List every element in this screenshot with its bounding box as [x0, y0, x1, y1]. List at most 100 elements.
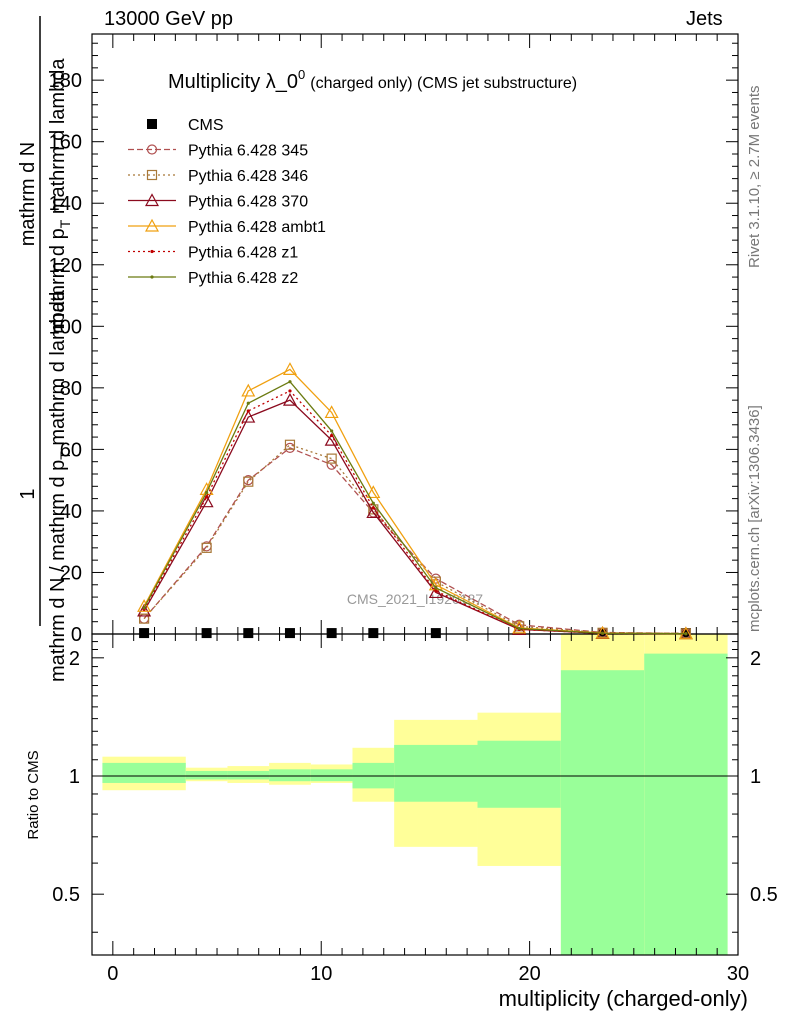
series-6	[142, 380, 688, 636]
data-point	[284, 628, 295, 639]
ratio-y-tick-label: 1	[69, 766, 80, 788]
ratio-y-tick-label: 2	[69, 648, 80, 670]
data-point	[243, 628, 254, 639]
series-line-1	[143, 447, 686, 635]
data-point	[366, 485, 381, 499]
data-point	[326, 459, 337, 470]
y-label-one-part: 1	[17, 488, 39, 499]
legend-label-5: Pythia 6.428 z1	[188, 245, 298, 262]
ratio-y-tick-label-right: 2	[750, 648, 761, 670]
y-label-denominator-part: mathrm d N / mathrm d p	[47, 460, 69, 682]
chart-title: Multiplicity λ_00 (charged only) (CMS jet…	[168, 67, 577, 93]
series-line-5	[143, 390, 686, 635]
ratio-bands	[102, 634, 728, 955]
y-label-inner-numerator-part: N	[17, 142, 39, 156]
y-tick-label: 180	[49, 70, 82, 92]
series-line-6	[143, 380, 686, 635]
chart-title-main: Multiplicity λ_0	[168, 71, 298, 93]
rivet-version-label: Rivet 3.1.10, ≥ 2.7M events	[746, 85, 763, 269]
y-label-inner-denominator-part: mathrm d p	[47, 228, 69, 329]
data-point	[243, 476, 254, 487]
legend-marker-2	[146, 169, 158, 181]
y-tick-label: 120	[49, 255, 82, 277]
y-label-denominator-part: mathrm d lambda	[47, 289, 69, 451]
ratio-y-ticks: 0.5 0.5 1 1 2 2	[52, 641, 778, 933]
mcplots-reference-label: mcplots.cern.ch [arXiv:1306.3436]	[746, 405, 763, 632]
y-tick-label: 20	[60, 562, 82, 584]
data-point	[205, 490, 209, 495]
data-point	[199, 494, 214, 508]
data-point	[428, 585, 443, 599]
data-point	[282, 392, 297, 406]
data-point	[201, 628, 212, 639]
legend-label-1: Pythia 6.428 345	[188, 143, 308, 160]
legend-label-6: Pythia 6.428 z2	[188, 270, 298, 287]
ratio-inner-band-4	[310, 769, 353, 782]
ratio-y-axis-label: Ratio to CMS	[25, 750, 42, 839]
x-tick-label: 10	[310, 963, 332, 985]
data-point	[241, 409, 256, 423]
data-point	[371, 506, 375, 510]
ratio-inner-band-8	[560, 670, 645, 955]
data-point	[600, 631, 605, 635]
y-label-inner-numerator-part: mathrm d	[17, 156, 39, 246]
data-point	[324, 405, 339, 419]
chart-title-sub: (charged only) (CMS jet substructure)	[310, 75, 577, 92]
data-point	[246, 409, 250, 413]
y-label-one: 1	[17, 488, 39, 499]
legend: CMS Pythia 6.428 345 Pythia 6.428 346 Pythi…	[128, 117, 326, 287]
legend-label-2: Pythia 6.428 346	[188, 168, 308, 185]
legend-marker-5	[150, 249, 154, 254]
main-y-axis-label: 1 mathrm d N / mathrm d pT mathrm d lambd…	[17, 16, 73, 682]
legend-marker-1	[146, 144, 158, 155]
ratio-inner-band-7	[477, 740, 561, 808]
data-point	[246, 401, 250, 405]
main-y-ticks: 0 20 40 60 80 100 120 140 160 180	[49, 42, 738, 646]
ratio-inner-band-1	[185, 770, 228, 780]
data-point	[330, 429, 334, 433]
data-point	[288, 389, 292, 393]
x-tick-label: 30	[727, 963, 749, 985]
y-label-inner-denominator-part: mathrm d lambda	[47, 58, 69, 220]
y-label-inner-denominator-part: T	[57, 219, 73, 228]
data-point	[434, 589, 438, 593]
ratio-inner-band-0	[102, 762, 186, 783]
data-point	[142, 606, 146, 610]
y-tick-label: 40	[60, 501, 82, 523]
data-point	[282, 362, 297, 375]
ratio-y-tick-label-right: 0.5	[750, 884, 778, 906]
legend-label-3: Pythia 6.428 370	[188, 194, 308, 211]
data-point	[288, 380, 292, 384]
ratio-inner-band-9	[644, 653, 728, 955]
x-axis-label: multiplicity (charged-only)	[499, 986, 748, 1011]
data-point	[199, 482, 214, 495]
legend-marker-0	[147, 119, 157, 129]
legend-label-4: Pythia 6.428 ambt1	[188, 219, 326, 236]
x-tick-label: 20	[518, 963, 540, 985]
data-point	[326, 453, 337, 464]
ratio-inner-band-2	[227, 770, 270, 780]
legend-label-0: CMS	[188, 117, 224, 134]
y-label-denominator-part: T	[57, 451, 73, 460]
legend-marker-3	[144, 193, 160, 207]
y-tick-label: 160	[49, 132, 82, 154]
y-tick-label: 140	[49, 193, 82, 215]
ratio-y-tick-label-right: 1	[750, 766, 761, 788]
y-tick-label: 80	[60, 378, 82, 400]
data-point	[326, 628, 337, 639]
y-label-denominator: mathrm d N / mathrm d pT mathrm d lambda	[47, 289, 73, 682]
legend-marker-6	[150, 275, 154, 279]
series-1	[138, 442, 692, 639]
data-point	[330, 433, 334, 438]
ratio-inner-band-6	[394, 744, 478, 802]
ratio-plot-frame	[91, 633, 739, 956]
data-point	[137, 599, 152, 612]
series-line-2	[143, 444, 686, 635]
data-point	[137, 603, 152, 617]
data-point	[684, 632, 688, 636]
y-label-inner-denominator: mathrm d pT mathrm d lambda	[47, 58, 73, 330]
x-ticks: 0 10 20 30	[91, 34, 749, 985]
data-point	[371, 501, 375, 505]
y-label-inner-numerator: mathrm d N	[17, 142, 39, 246]
